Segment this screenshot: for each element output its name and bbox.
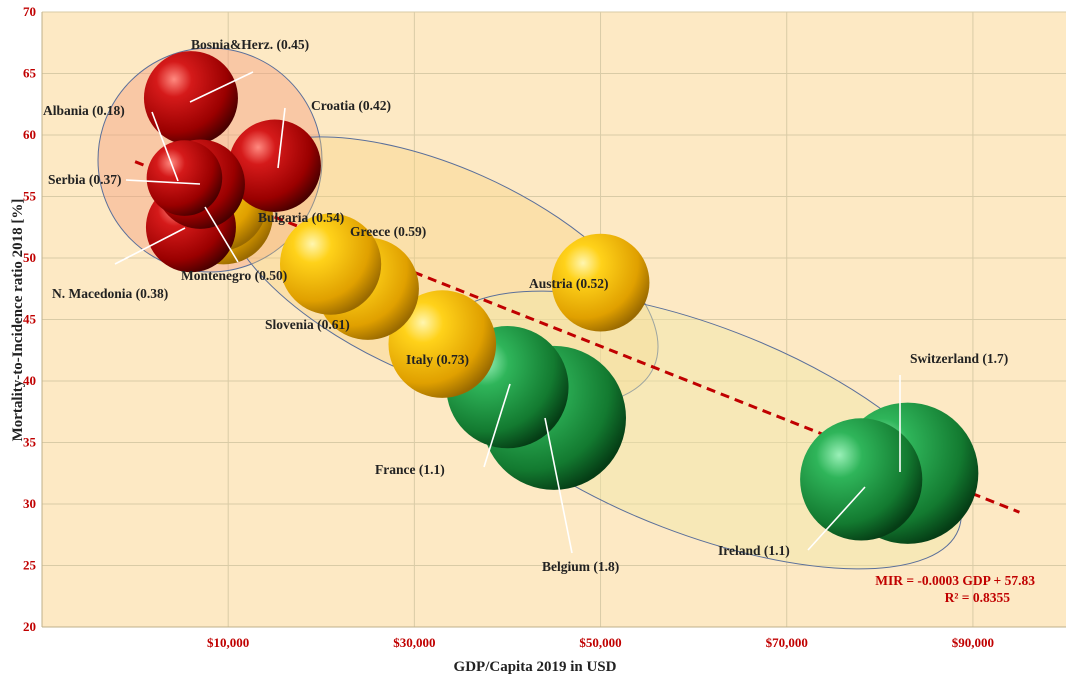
y-tick-label: 60 [23,127,36,142]
y-tick-label: 35 [23,435,37,450]
trend-r2: R² = 0.8355 [945,590,1011,605]
bubble-label: Bulgaria (0.54) [258,210,344,225]
bubble-label: Belgium (1.8) [542,559,619,574]
bubble-label: Croatia (0.42) [311,98,391,113]
x-tick-label: $70,000 [766,635,808,650]
leader-line [483,383,511,468]
bubble-ireland [800,418,923,541]
leader-line [544,417,573,554]
x-tick-label: $90,000 [952,635,994,650]
y-tick-label: 25 [23,558,37,573]
bubble-label: Montenegro (0.50) [181,268,287,283]
bubble-label: Bosnia&Herz. (0.45) [191,37,309,52]
y-axis-title: Mortality-to-Incidence ratio 2018 [%] [10,199,26,442]
x-tick-label: $30,000 [393,635,435,650]
x-tick-label: $50,000 [579,635,621,650]
bubble-bosnia-herz [143,51,238,146]
bubble-albania [146,140,223,216]
bubble-label: Austria (0.52) [529,276,609,291]
y-tick-label: 70 [23,4,36,19]
leader-line [189,71,254,103]
bubble-label: Greece (0.59) [350,224,426,239]
bubble-label: Switzerland (1.7) [910,351,1008,366]
y-tick-label: 45 [23,312,37,327]
leader-line [277,107,286,169]
leader-lines [114,71,901,554]
leader-line [204,206,239,263]
trendline [134,160,1021,514]
y-tick-label: 30 [23,496,36,511]
bubble-italy [388,290,497,398]
bubble-labels: Bosnia&Herz. (0.45) Croatia (0.42) Albania… [43,37,1008,574]
trend-equation: MIR = -0.0003 GDP + 57.83 [875,573,1035,588]
trendline-path [134,160,1021,514]
bubble-label: France (1.1) [375,462,445,477]
bubble-greece [279,213,382,315]
x-tick-label: $10,000 [207,635,249,650]
bubble-label: N. Macedonia (0.38) [52,286,168,301]
bubble-croatia [228,119,321,212]
bubble-label: Italy (0.73) [406,352,469,367]
leader-line [151,111,179,182]
x-axis-title: GDP/Capita 2019 in USD [454,659,617,675]
y-tick-label: 55 [23,189,37,204]
bubble-label: Albania (0.18) [43,103,125,118]
bubble-label: Serbia (0.37) [48,172,122,187]
y-tick-label: 40 [23,373,36,388]
leader-line [807,486,866,551]
leader-line [125,179,201,185]
y-tick-label: 20 [23,619,36,634]
y-tick-label: 65 [23,66,37,81]
leader-line [114,227,186,265]
bubble-austria [551,233,650,332]
bubbles [143,51,979,544]
bubble-label: Ireland (1.1) [718,543,790,558]
y-tick-label: 50 [23,250,36,265]
axis-ticks: 20 25 30 35 40 45 50 55 60 65 70 $10,000 $30,000 $50,… [23,4,994,650]
bubble-label: Slovenia (0.61) [265,317,350,332]
